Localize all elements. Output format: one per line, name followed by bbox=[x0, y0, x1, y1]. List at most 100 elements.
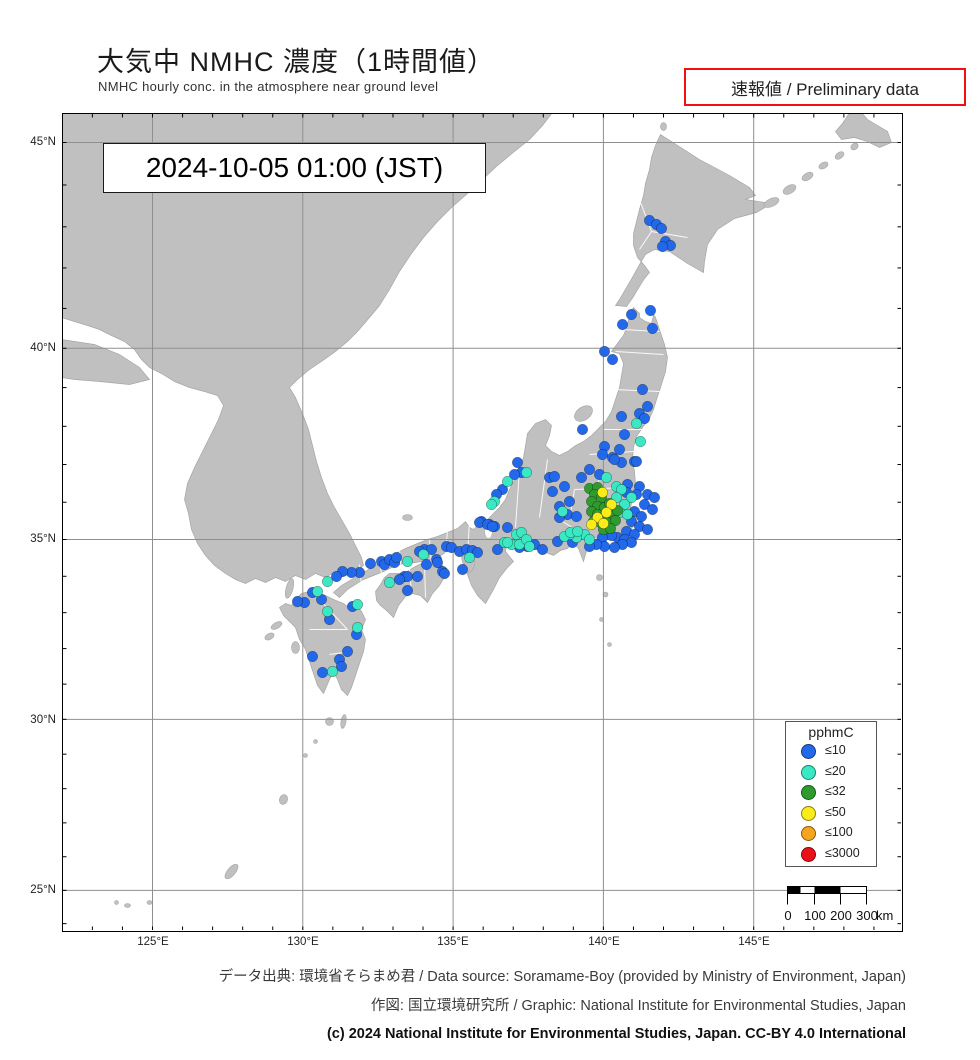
station-dot bbox=[583, 533, 595, 545]
station-dot bbox=[648, 491, 660, 503]
legend-dot-red bbox=[801, 846, 816, 862]
data-source-line: データ出典: 環境省そらまめ君 / Data source: Soramame-… bbox=[218, 969, 906, 985]
station-dot bbox=[556, 505, 568, 517]
station-dot bbox=[600, 471, 612, 483]
station-dot bbox=[411, 570, 423, 582]
scalebar-label-200: 200 bbox=[830, 908, 852, 923]
station-dot bbox=[618, 428, 630, 440]
station-dot bbox=[508, 468, 520, 480]
legend-row: ≤100 bbox=[786, 823, 876, 844]
station-dot bbox=[585, 518, 597, 530]
legend-row: ≤10 bbox=[786, 741, 876, 762]
station-dot bbox=[576, 423, 588, 435]
scalebar-label-100: 100 bbox=[804, 908, 826, 923]
legend-label: ≤3000 bbox=[825, 845, 860, 860]
legend-row: ≤32 bbox=[786, 782, 876, 803]
station-dot bbox=[335, 660, 347, 672]
station-dot bbox=[644, 304, 656, 316]
legend-dot-cyan bbox=[801, 764, 816, 780]
lat-tick-label: 40°N bbox=[30, 342, 56, 354]
lon-tick-label: 135°E bbox=[437, 936, 469, 948]
legend-dot-blue bbox=[801, 744, 816, 759]
scalebar-label-300: 300 bbox=[856, 908, 878, 923]
legend-title: pphmC bbox=[808, 724, 854, 740]
station-dot bbox=[608, 453, 620, 465]
station-dot bbox=[575, 471, 587, 483]
station-dot bbox=[501, 521, 513, 533]
station-dot bbox=[351, 621, 363, 633]
legend-dot-green bbox=[801, 785, 816, 800]
station-dot bbox=[613, 443, 625, 455]
page-subtitle: NMHC hourly conc. in the atmosphere near… bbox=[98, 79, 439, 94]
japan-map-svg bbox=[63, 114, 901, 930]
station-dot bbox=[641, 400, 653, 412]
station-dot bbox=[364, 557, 376, 569]
station-dot bbox=[558, 480, 570, 492]
station-dot bbox=[383, 576, 395, 588]
station-dot bbox=[600, 506, 612, 518]
lon-tick-label: 145°E bbox=[738, 936, 770, 948]
station-dot bbox=[615, 410, 627, 422]
station-dot bbox=[636, 383, 648, 395]
scalebar-unit: km bbox=[876, 908, 894, 923]
station-dot bbox=[401, 555, 413, 567]
station-dot bbox=[425, 543, 437, 555]
station-dot bbox=[630, 417, 642, 429]
lon-tick-label: 125°E bbox=[137, 936, 169, 948]
legend-label: ≤100 bbox=[825, 825, 853, 839]
station-dot bbox=[625, 491, 637, 503]
station-dot bbox=[438, 567, 450, 579]
station-dot bbox=[616, 318, 628, 330]
station-dot bbox=[471, 546, 483, 558]
station-dot bbox=[546, 485, 558, 497]
station-dot bbox=[326, 665, 338, 677]
station-dot bbox=[596, 448, 608, 460]
station-dot bbox=[431, 556, 443, 568]
station-dot bbox=[598, 345, 610, 357]
datetime-box: 2024-10-05 01:00 (JST) bbox=[103, 143, 486, 193]
station-dot bbox=[401, 584, 413, 596]
station-dot bbox=[456, 563, 468, 575]
station-dot bbox=[306, 650, 318, 662]
legend-row: ≤50 bbox=[786, 803, 876, 824]
station-dot bbox=[608, 541, 620, 553]
station-dot bbox=[596, 486, 608, 498]
station-dot bbox=[341, 645, 353, 657]
station-dot bbox=[491, 543, 503, 555]
station-dot bbox=[583, 463, 595, 475]
page-title: 大気中 NMHC 濃度（1時間値） bbox=[97, 47, 496, 77]
legend-row: ≤20 bbox=[786, 762, 876, 783]
station-dot bbox=[646, 322, 658, 334]
station-dot bbox=[291, 595, 303, 607]
graphic-credit-line: 作図: 国立環境研究所 / Graphic: National Institut… bbox=[370, 997, 906, 1014]
lat-tick-label: 45°N bbox=[30, 136, 56, 148]
attribution-footer: データ出典: 環境省そらまめ君 / Data source: Soramame-… bbox=[219, 963, 906, 1049]
station-dot bbox=[570, 510, 582, 522]
station-dot bbox=[501, 536, 513, 548]
station-dot bbox=[635, 510, 647, 522]
station-dot bbox=[618, 498, 630, 510]
scalebar-label-0: 0 bbox=[784, 908, 792, 923]
station-dot bbox=[536, 543, 548, 555]
station-dot bbox=[641, 523, 653, 535]
station-dot bbox=[630, 455, 642, 467]
station-dot bbox=[390, 551, 402, 563]
station-dot bbox=[615, 483, 627, 495]
station-dot bbox=[597, 517, 609, 529]
station-dot bbox=[523, 540, 535, 552]
station-dot bbox=[606, 353, 618, 365]
lat-tick-label: 30°N bbox=[30, 714, 56, 726]
station-dot bbox=[417, 548, 429, 560]
station-dot bbox=[625, 308, 637, 320]
station-dot bbox=[321, 575, 333, 587]
lat-tick-label: 35°N bbox=[30, 533, 56, 545]
station-dot bbox=[393, 573, 405, 585]
preliminary-data-badge: 速報値 / Preliminary data bbox=[684, 68, 966, 106]
legend-row: ≤3000 bbox=[786, 844, 876, 865]
legend-label: ≤10 bbox=[825, 743, 846, 757]
station-dot bbox=[485, 498, 497, 510]
lat-tick-label: 25°N bbox=[30, 884, 56, 896]
station-dot bbox=[548, 470, 560, 482]
station-dot bbox=[520, 466, 532, 478]
